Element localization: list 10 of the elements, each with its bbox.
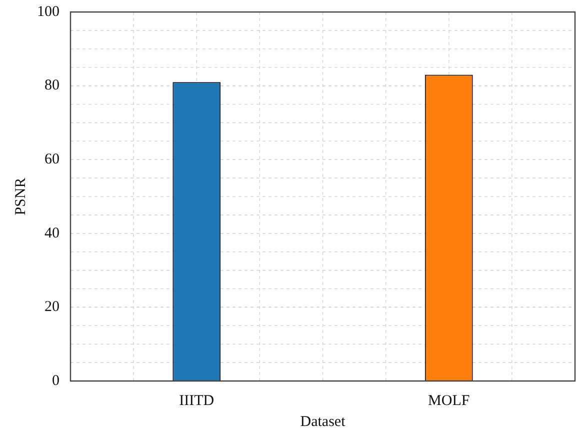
x-tick-label: MOLF bbox=[428, 392, 470, 409]
y-tick-label: 20 bbox=[44, 299, 60, 316]
x-tick-label: IIITD bbox=[179, 392, 214, 409]
y-tick-label: 0 bbox=[52, 372, 60, 389]
y-tick-label: 100 bbox=[37, 4, 60, 20]
y-axis-title: PSNR bbox=[12, 178, 29, 216]
y-tick-label: 80 bbox=[44, 78, 60, 94]
y-tick-label: 40 bbox=[44, 225, 60, 242]
y-tick-label: 60 bbox=[44, 152, 60, 168]
x-axis-title: Dataset bbox=[300, 414, 346, 430]
